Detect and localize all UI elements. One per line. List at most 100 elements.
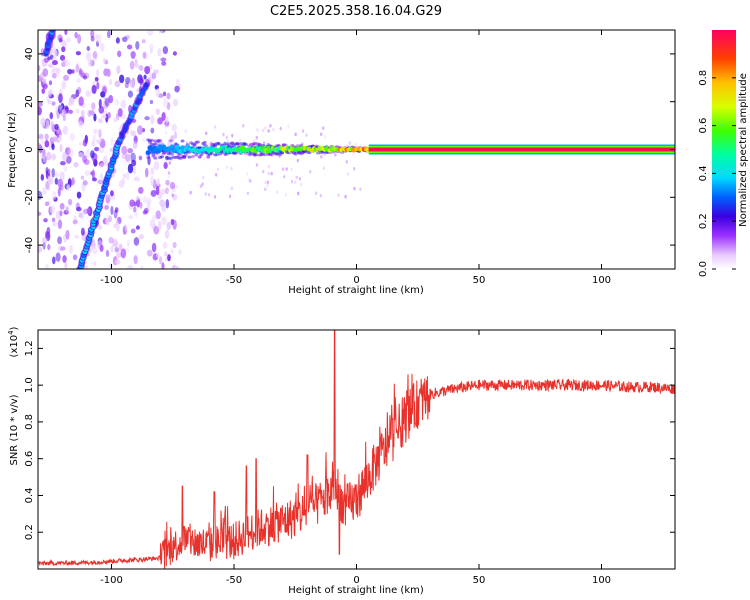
noise-speck: [113, 117, 118, 123]
noise-speck: [138, 186, 144, 194]
noise-speck: [346, 172, 350, 176]
snr-y-multiplier-exp: 4: [7, 330, 15, 335]
noise-speck: [231, 133, 234, 138]
noise-speck: [127, 264, 134, 269]
band-halo: [182, 155, 187, 159]
noise-speck: [161, 112, 166, 122]
noise-speck: [52, 136, 58, 143]
noise-speck: [353, 186, 356, 191]
noise-speck: [222, 132, 225, 137]
band-halo: [153, 156, 158, 160]
noise-speck: [134, 211, 139, 218]
band-mark: [174, 144, 181, 150]
noise-speck: [121, 145, 128, 155]
noise-speck: [114, 259, 121, 265]
noise-speck: [51, 217, 56, 222]
noise-speck: [287, 124, 290, 128]
noise-speck: [133, 254, 138, 265]
noise-speck: [86, 148, 91, 158]
noise-speck: [46, 95, 50, 102]
noise-speck: [87, 58, 94, 67]
colorbar-tick-label: 0.4: [698, 165, 709, 181]
noise-speck: [95, 33, 102, 44]
noise-speck: [207, 192, 211, 197]
noise-speck: [150, 114, 155, 125]
colorbar-tick-label: 0.8: [698, 70, 709, 86]
noise-speck: [62, 152, 68, 162]
noise-speck: [42, 68, 49, 77]
noise-speck: [157, 117, 163, 125]
noise-speck: [98, 98, 102, 108]
noise-speck: [97, 179, 104, 185]
snr-y-axis-title: SNR (10 * v/v): [9, 394, 20, 465]
noise-speck: [61, 46, 66, 53]
noise-speck: [86, 207, 91, 215]
noise-speck: [102, 57, 107, 64]
noise-speck: [166, 221, 172, 230]
noise-speck: [142, 51, 147, 59]
noise-speck: [67, 68, 73, 75]
noise-speck: [226, 139, 230, 143]
noise-speck: [230, 186, 234, 191]
noise-speck: [133, 237, 140, 246]
noise-speck: [184, 129, 187, 133]
spectrogram-x-ticks: -100 -50 0 50 100: [100, 30, 611, 286]
noise-speck: [159, 188, 166, 195]
y-tick-label: 20: [24, 95, 35, 108]
noise-speck: [126, 44, 133, 50]
noise-speck: [147, 30, 154, 36]
noise-speck: [54, 123, 59, 131]
noise-speck: [174, 265, 180, 269]
noise-speck: [94, 146, 100, 152]
noise-speck: [272, 127, 275, 132]
noise-speck: [131, 159, 137, 167]
band-halo: [235, 142, 240, 146]
noise-speck: [59, 104, 63, 110]
noise-speck: [323, 135, 327, 139]
noise-speck: [38, 190, 43, 200]
noise-speck: [173, 131, 178, 139]
noise-speck: [99, 244, 104, 252]
colorbar-tick-label: 0.6: [698, 118, 709, 134]
noise-speck: [51, 101, 56, 106]
noise-speck: [114, 247, 120, 253]
noise-speck: [78, 96, 84, 107]
noise-speck: [158, 256, 163, 265]
noise-speck: [58, 134, 62, 143]
noise-speck: [51, 72, 57, 79]
noise-speck: [41, 236, 48, 244]
noise-speck: [78, 141, 84, 146]
noise-speck: [57, 34, 63, 41]
noise-speck: [49, 112, 54, 120]
noise-speck: [60, 246, 66, 251]
noise-speck: [93, 128, 98, 135]
noise-speck: [68, 148, 75, 158]
noise-speck: [266, 180, 270, 185]
noise-speck: [305, 133, 308, 137]
y-tick-label: 1.0: [24, 377, 35, 393]
noise-speck: [146, 197, 152, 205]
noise-speck: [171, 193, 174, 198]
noise-speck: [163, 161, 168, 170]
noise-speck: [165, 187, 169, 195]
x-tick-label: 0: [353, 275, 359, 286]
noise-speck: [148, 43, 154, 50]
noise-speck: [130, 51, 137, 58]
noise-speck: [61, 109, 67, 118]
band-halo: [213, 144, 218, 148]
snr-panel: -100 -50 0 50 100 0.2 0.4 0.6 0.8 1.0 1.2 Height …: [7, 326, 676, 596]
noise-speck: [344, 194, 347, 199]
noise-speck: [40, 137, 45, 145]
noise-speck: [176, 78, 180, 86]
noise-speck: [118, 243, 123, 252]
noise-speck: [155, 108, 160, 116]
band-halo: [254, 153, 259, 157]
spectrogram-y-ticks: -40 -20 0 20 40: [24, 48, 675, 253]
noise-speck: [108, 78, 113, 86]
noise-speck: [92, 50, 98, 59]
band-halo: [168, 139, 173, 143]
noise-speck: [38, 245, 43, 253]
noise-speck: [47, 90, 52, 97]
noise-speck: [72, 219, 78, 225]
noise-speck: [44, 201, 50, 207]
